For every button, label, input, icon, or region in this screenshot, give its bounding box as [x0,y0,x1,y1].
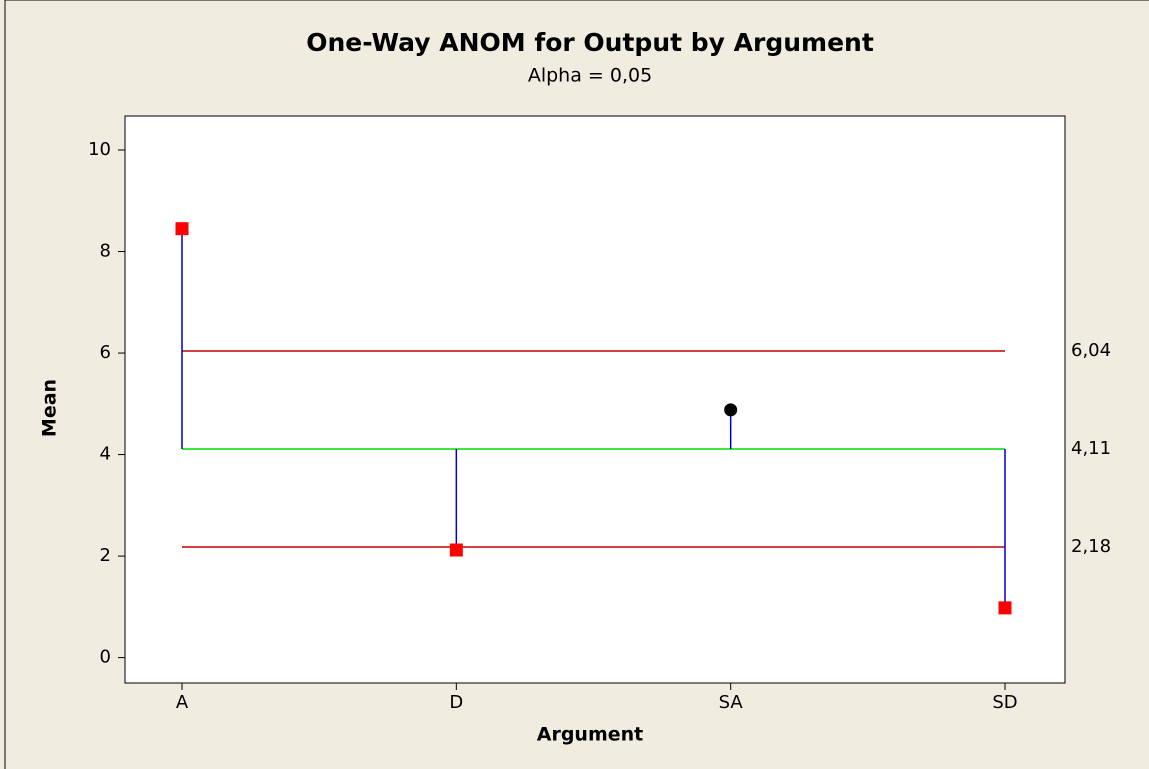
reference-label: 6,04 [1071,340,1111,361]
point [998,601,1012,615]
y-axis-label: Mean [39,379,61,437]
point [724,403,738,417]
y-tick-label: 8 [100,241,111,262]
y-tick-label: 10 [88,139,111,160]
y-tick-label: 6 [100,342,111,363]
x-tick-label: A [176,692,189,713]
x-tick-label: SD [992,692,1017,713]
y-tick-label: 2 [100,545,111,566]
chart-title: One-Way ANOM for Output by Argument [306,28,874,57]
y-tick-label: 4 [100,444,111,465]
x-tick-label: D [449,692,463,713]
y-tick-label: 0 [100,647,111,668]
chart-subtitle: Alpha = 0,05 [528,65,652,87]
reference-label: 4,11 [1071,438,1111,459]
point [175,222,189,236]
reference-label: 2,18 [1071,536,1111,557]
x-tick-label: SA [719,692,744,713]
x-axis-label: Argument [537,724,644,746]
point [449,543,463,557]
plot-area [124,115,1066,684]
